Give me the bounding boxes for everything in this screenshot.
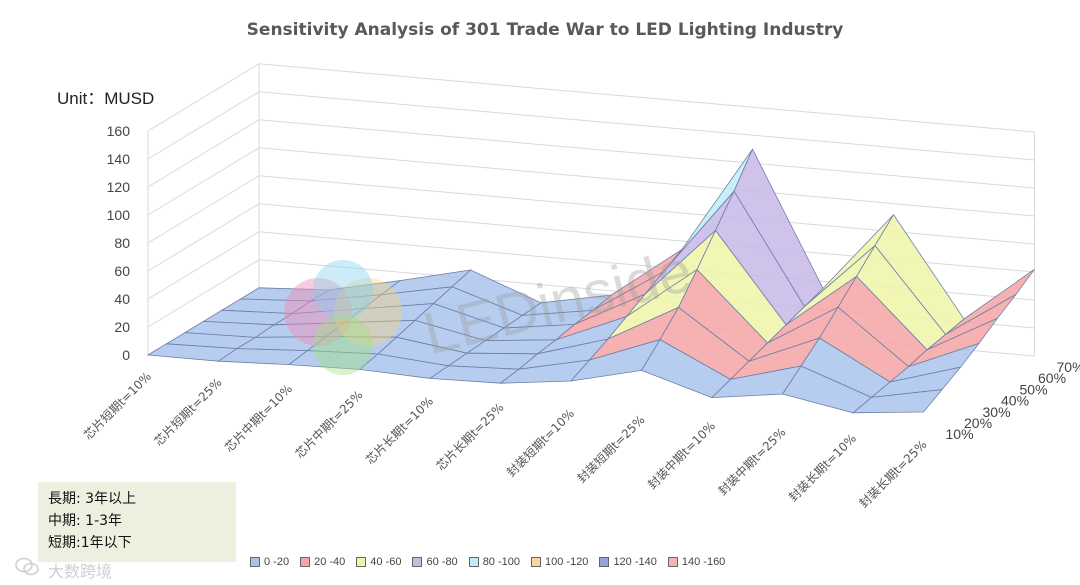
surface-cell <box>851 389 943 414</box>
watermark-account-text: 大数跨境 <box>48 562 113 581</box>
category-tick-label: 封装短期t=25% <box>574 413 647 486</box>
back-wall-grid <box>147 63 1035 357</box>
z-tick-label: 160 <box>107 123 131 139</box>
legend-swatch <box>412 557 423 567</box>
category-tick-label: 封装长期t=25% <box>856 437 929 510</box>
surface-plot <box>146 148 1035 414</box>
category-tick-label: 封装中期t=25% <box>715 424 789 498</box>
legend-label: 140 -160 <box>681 556 726 568</box>
depth-tick-label: 10% <box>946 426 974 442</box>
category-tick-label: 芯片长期t=25% <box>433 400 506 473</box>
depth-tick-label: 60% <box>1038 370 1066 386</box>
category-tick-label: 封装中期t=10% <box>644 418 718 492</box>
legend-swatch <box>531 557 541 567</box>
z-tick-label: 80 <box>114 235 130 251</box>
legend-item: 80 -100 <box>468 556 520 568</box>
category-tick-label: 芯片中期t=10% <box>221 381 295 455</box>
note-mid-term: 中期: 1-3年 <box>48 513 123 529</box>
legend-swatch <box>250 557 260 567</box>
legend-item: 100 -120 <box>531 556 588 568</box>
depth-axis: 10%20%30%40%50%60%70% <box>946 359 1080 442</box>
category-tick-label: 芯片长期t=10% <box>363 394 436 467</box>
depth-tick-label: 70% <box>1057 359 1080 375</box>
legend-item: 60 -80 <box>412 556 458 568</box>
depth-tick-label: 20% <box>964 415 992 431</box>
legend-label: 60 -80 <box>426 556 458 568</box>
legend-swatch <box>300 557 311 567</box>
legend-label: 100 -120 <box>545 556 589 568</box>
legend-item: 40 -60 <box>356 556 401 568</box>
legend: 0 -20 20 -40 40 -60 60 -80 80 -100 100 -120 12… <box>250 553 736 571</box>
legend-label: 20 -40 <box>314 556 346 568</box>
z-axis: 0 20 40 60 80 100 120 140 160 <box>107 123 131 363</box>
category-tick-label: 芯片短期t=25% <box>151 375 224 448</box>
legend-swatch <box>667 557 678 567</box>
legend-label: 0 -20 <box>264 556 290 568</box>
z-tick-label: 20 <box>114 319 130 335</box>
legend-swatch <box>599 557 610 567</box>
chart-title: Sensitivity Analysis of 301 Trade War to… <box>246 20 844 40</box>
z-tick-label: 100 <box>107 207 131 223</box>
legend-label: 40 -60 <box>370 556 402 568</box>
category-tick-label: 芯片短期t=10% <box>81 369 154 442</box>
z-tick-label: 0 <box>122 347 130 363</box>
note-long-term: 長期: 3年以上 <box>48 491 137 507</box>
category-tick-label: 芯片中期t=25% <box>292 387 366 461</box>
unit-label: Unit：MUSD <box>57 89 155 108</box>
legend-label: 80 -100 <box>482 556 520 568</box>
legend-label: 120 -140 <box>613 556 657 568</box>
depth-tick-label: 30% <box>983 404 1011 420</box>
z-tick-label: 120 <box>107 179 131 195</box>
legend-swatch <box>356 557 367 567</box>
legend-item: 120 -140 <box>599 556 657 568</box>
z-tick-label: 40 <box>114 291 130 307</box>
z-tick-label: 140 <box>107 151 131 167</box>
legend-item: 140 -160 <box>667 556 726 568</box>
period-notes: 長期: 3年以上 中期: 1-3年 短期:1年以下 <box>38 482 236 562</box>
depth-tick-label: 40% <box>1001 393 1029 409</box>
z-tick-label: 60 <box>114 263 130 279</box>
legend-item: 0 -20 <box>250 556 289 568</box>
depth-tick-label: 50% <box>1020 381 1048 397</box>
note-short-term: 短期:1年以下 <box>48 535 132 551</box>
category-tick-label: 封装长期t=10% <box>786 431 859 504</box>
legend-item: 20 -40 <box>300 556 345 568</box>
legend-swatch <box>468 557 479 567</box>
category-tick-label: 封装短期t=10% <box>504 406 577 479</box>
wechat-logo-icon <box>15 557 39 576</box>
